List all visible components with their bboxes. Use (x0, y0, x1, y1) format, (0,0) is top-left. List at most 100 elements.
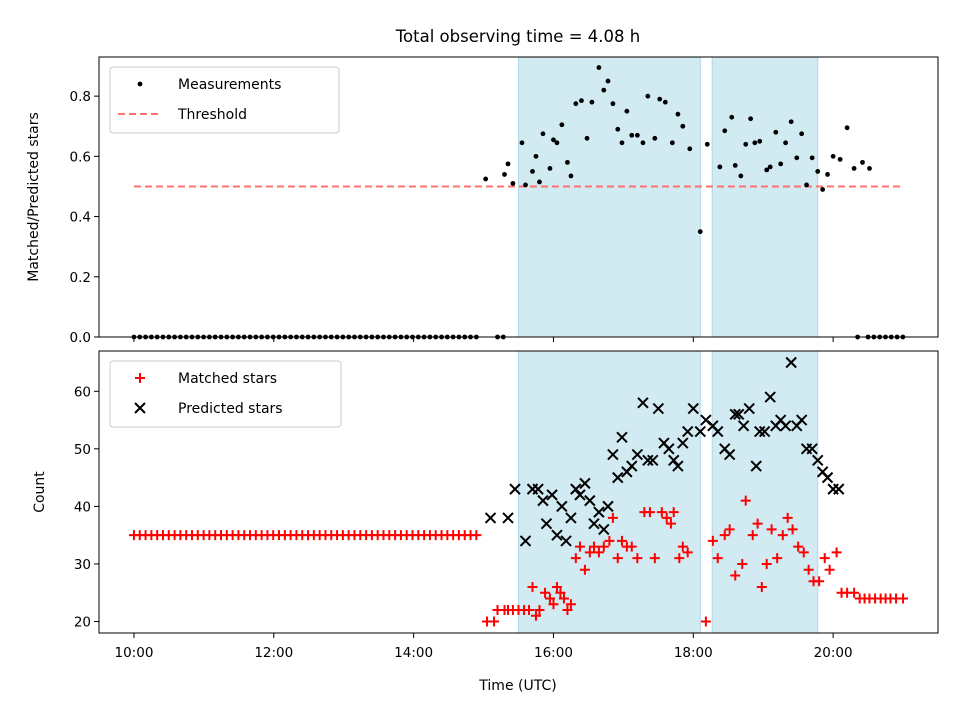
predicted-stars-point (626, 460, 638, 472)
matched-stars-point (724, 524, 735, 535)
matched-stars-point (471, 530, 482, 541)
predicted-stars-point (484, 512, 497, 524)
measurement-point (851, 165, 857, 171)
legend-predicted-marker (134, 402, 146, 414)
matched-stars-point (551, 581, 562, 592)
measurement-point (573, 101, 579, 107)
matched-stars-point (649, 553, 660, 564)
measurement-point (743, 141, 749, 147)
measurement-point (605, 78, 611, 84)
predicted-stars-point (560, 535, 572, 547)
measurement-point (837, 156, 843, 162)
x-tick-label: 20:00 (814, 645, 853, 661)
top-y-axis-label: Matched/Predicted stars (26, 112, 42, 282)
matched-stars-point (737, 558, 748, 569)
matched-stars-point (548, 599, 559, 610)
measurement-point (589, 99, 595, 105)
y-tick-label: 0.8 (70, 89, 91, 105)
matched-stars-point (803, 564, 814, 575)
matched-stars-point (730, 570, 741, 581)
legend-label-measurements: Measurements (178, 77, 281, 93)
measurement-point (717, 164, 723, 170)
x-axis-label: Time (UTC) (478, 678, 556, 694)
predicted-stars-point (546, 489, 558, 501)
measurement-point (815, 169, 821, 174)
predicted-stars-point (642, 454, 654, 467)
predicted-stars-point (764, 391, 776, 403)
matched-stars-point (782, 512, 793, 523)
legend: Matched stars Predicted stars (109, 360, 342, 428)
y-tick-label: 0.2 (70, 270, 91, 286)
predicted-stars-point (652, 402, 665, 415)
y-tick-label: 0.6 (70, 149, 91, 165)
measurement-point (619, 140, 625, 146)
matched-stars-point (616, 535, 627, 546)
predicted-stars-point (723, 448, 736, 461)
matched-stars-point (626, 541, 637, 552)
panel-ratio: 0.0 0.2 0.4 0.6 0.8 Measurements Threshold (70, 56, 939, 346)
panel-count: 20 30 40 50 60 10:00 12:00 14:00 16:00 18:00 20:00… (74, 350, 939, 661)
measurement-point (783, 140, 788, 146)
predicted-stars-point (687, 402, 699, 415)
measurement-point (732, 162, 738, 168)
predicted-stars-point (663, 443, 675, 455)
measurement-point (652, 135, 658, 141)
y-tick-label: 0.0 (70, 330, 91, 346)
measurement-point (519, 140, 525, 146)
matched-stars-point (712, 553, 723, 564)
measurement-point (764, 167, 770, 173)
measurement-point (510, 181, 516, 186)
chart-title: Total observing time = 4.08 h (395, 27, 640, 46)
matched-stars-point (584, 547, 595, 558)
matched-stars-point (793, 541, 804, 552)
measurement-point (601, 87, 607, 93)
matched-stars-point (772, 553, 783, 564)
legend-matched-marker (135, 373, 145, 383)
predicted-stars-point (737, 420, 750, 432)
matched-stars-point (824, 564, 835, 575)
predicted-stars-point (750, 460, 762, 472)
matched-stars-point (798, 547, 809, 558)
matched-stars-point (598, 541, 609, 552)
measurement-point (640, 140, 646, 146)
measurement-point (537, 179, 542, 185)
legend-label-threshold: Threshold (177, 107, 247, 123)
matched-stars-point (565, 599, 576, 610)
predicted-stars-point (712, 425, 724, 438)
matched-stars-point (530, 610, 541, 621)
matched-stars-point (831, 547, 842, 558)
predicted-stars-point (806, 443, 818, 455)
measurement-point (788, 119, 794, 125)
y-tick-label: 30 (74, 557, 91, 573)
measurement-point (697, 229, 703, 235)
measurement-point (615, 126, 621, 132)
predicted-stars-point (565, 512, 577, 524)
matched-stars-point (849, 587, 860, 598)
matched-stars-point (644, 507, 655, 518)
observing-window-1 (518, 56, 701, 338)
matched-stars-point (523, 604, 534, 615)
measurement-point (551, 137, 556, 143)
measurement-point (830, 153, 836, 159)
matched-stars-point (607, 512, 618, 523)
measurement-point (568, 173, 574, 179)
x-tick-label: 14:00 (394, 645, 433, 661)
predicted-stars-point (681, 425, 694, 438)
predicted-stars-point (616, 431, 628, 444)
matched-stars-point (674, 553, 685, 564)
predicted-stars-point (588, 517, 600, 530)
measurement-point (669, 140, 675, 146)
measurement-point (799, 131, 805, 137)
predicted-stars-point (551, 529, 563, 541)
measurement-point (483, 176, 489, 182)
predicted-stars-point (556, 500, 568, 513)
matched-stars-point (766, 524, 777, 535)
legend: Measurements Threshold (109, 66, 340, 134)
measurement-point (794, 155, 800, 161)
predicted-stars-point (677, 437, 689, 449)
measurement-point (729, 114, 735, 120)
matched-stars-point (489, 616, 500, 627)
measurement-point (704, 141, 710, 147)
predicted-stars-point (537, 494, 549, 507)
measurement-point (773, 129, 779, 135)
